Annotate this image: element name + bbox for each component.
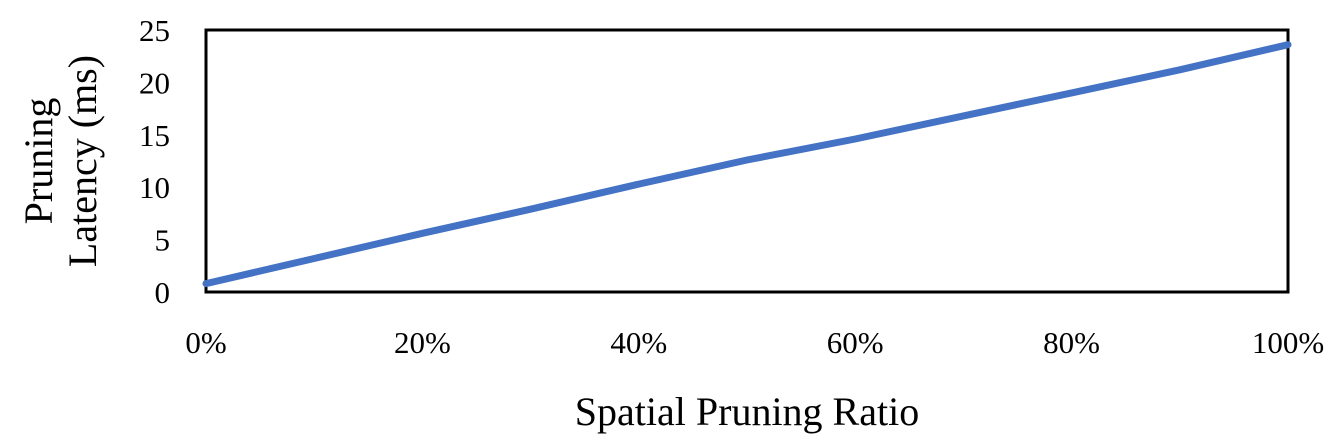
y-axis-title-line-2: Latency (ms): [60, 55, 105, 267]
x-tick-label: 40%: [610, 325, 667, 360]
y-axis-title: Pruning Latency (ms): [16, 55, 105, 267]
y-axis-title-line-1: Pruning: [16, 98, 61, 225]
y-tick-label: 0: [155, 275, 171, 310]
x-tick-label: 80%: [1043, 325, 1100, 360]
x-tick-label: 100%: [1252, 325, 1324, 360]
y-tick-label: 25: [139, 13, 170, 48]
x-axis-title: Spatial Pruning Ratio: [575, 389, 919, 434]
plot-area: [202, 28, 1292, 294]
x-tick-label: 60%: [827, 325, 884, 360]
y-tick-label: 15: [139, 118, 170, 153]
y-tick-label: 10: [139, 170, 170, 205]
y-tick-label: 20: [139, 65, 170, 100]
y-tick-label: 5: [155, 223, 171, 258]
latency-series-line: [202, 41, 1292, 288]
x-axis-ticks: 0% 20% 40% 60% 80% 100%: [185, 325, 1324, 360]
x-tick-label: 20%: [394, 325, 451, 360]
y-axis-ticks: 0 5 10 15 20 25: [139, 13, 170, 310]
x-tick-label: 0%: [185, 325, 226, 360]
